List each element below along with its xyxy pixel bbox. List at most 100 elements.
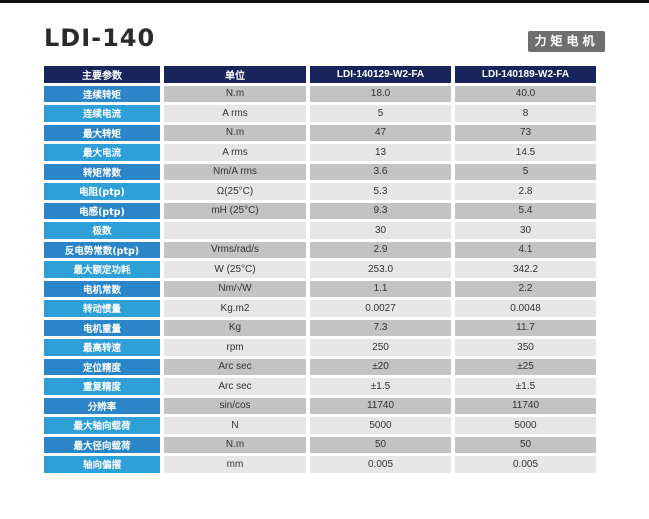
table-row: 重复精度 Arc sec ±1.5 ±1.5 (44, 378, 596, 395)
unit-cell: N.m (164, 85, 306, 102)
value-cell-model-a: 5000 (310, 417, 451, 434)
param-cell: 电机常数 (44, 280, 160, 297)
table-row: 连续转矩 N.m 18.0 40.0 (44, 85, 596, 102)
value-cell-model-a: 5.3 (310, 183, 451, 200)
unit-cell: mm (164, 456, 306, 473)
value-cell-model-a: 253.0 (310, 261, 451, 278)
table-row: 电机重量 Kg 7.3 11.7 (44, 319, 596, 336)
unit-cell: Nm/√W (164, 280, 306, 297)
table-row: 电机常数 Nm/√W 1.1 2.2 (44, 280, 596, 297)
param-cell: 最大径向载荷 (44, 436, 160, 453)
value-cell-model-b: 50 (455, 436, 596, 453)
value-cell-model-a: 0.0027 (310, 300, 451, 317)
value-cell-model-a: 18.0 (310, 85, 451, 102)
unit-cell: sin/cos (164, 397, 306, 414)
value-cell-model-b: 5000 (455, 417, 596, 434)
table-header-row: 主要参数 单位 LDI-140129-W2-FA LDI-140189-W2-F… (44, 66, 596, 83)
table-row: 电感(ptp) mH (25°C) 9.3 5.4 (44, 202, 596, 219)
param-cell: 电感(ptp) (44, 202, 160, 219)
unit-cell (164, 222, 306, 239)
param-cell: 分辨率 (44, 397, 160, 414)
table-row: 最大径向载荷 N.m 50 50 (44, 436, 596, 453)
unit-cell: Ω(25°C) (164, 183, 306, 200)
column-header-param: 主要参数 (44, 66, 160, 83)
param-cell: 转矩常数 (44, 163, 160, 180)
value-cell-model-a: ±1.5 (310, 378, 451, 395)
value-cell-model-a: 50 (310, 436, 451, 453)
param-cell: 转动惯量 (44, 300, 160, 317)
value-cell-model-b: 11.7 (455, 319, 596, 336)
value-cell-model-b: 0.0048 (455, 300, 596, 317)
param-cell: 电阻(ptp) (44, 183, 160, 200)
value-cell-model-a: ±20 (310, 358, 451, 375)
param-cell: 最大额定功耗 (44, 261, 160, 278)
param-cell: 连续转矩 (44, 85, 160, 102)
table-row: 转动惯量 Kg.m2 0.0027 0.0048 (44, 300, 596, 317)
unit-cell: Nm/A rms (164, 163, 306, 180)
unit-cell: rpm (164, 339, 306, 356)
table-row: 连续电流 A rms 5 8 (44, 105, 596, 122)
value-cell-model-a: 5 (310, 105, 451, 122)
unit-cell: N (164, 417, 306, 434)
unit-cell: Vrms/rad/s (164, 241, 306, 258)
unit-cell: Kg (164, 319, 306, 336)
value-cell-model-a: 9.3 (310, 202, 451, 219)
value-cell-model-b: ±1.5 (455, 378, 596, 395)
param-cell: 最高转速 (44, 339, 160, 356)
value-cell-model-b: 5.4 (455, 202, 596, 219)
table-row: 反电势常数(ptp) Vrms/rad/s 2.9 4.1 (44, 241, 596, 258)
param-cell: 轴向偏摆 (44, 456, 160, 473)
value-cell-model-a: 47 (310, 124, 451, 141)
unit-cell: Arc sec (164, 358, 306, 375)
table-row: 最大电流 A rms 13 14.5 (44, 144, 596, 161)
value-cell-model-a: 2.9 (310, 241, 451, 258)
value-cell-model-a: 30 (310, 222, 451, 239)
value-cell-model-b: 14.5 (455, 144, 596, 161)
value-cell-model-b: 2.2 (455, 280, 596, 297)
value-cell-model-b: 350 (455, 339, 596, 356)
value-cell-model-b: 342.2 (455, 261, 596, 278)
unit-cell: W (25°C) (164, 261, 306, 278)
unit-cell: A rms (164, 105, 306, 122)
param-cell: 最大转矩 (44, 124, 160, 141)
param-cell: 电机重量 (44, 319, 160, 336)
table-row: 轴向偏摆 mm 0.005 0.005 (44, 456, 596, 473)
param-cell: 最大电流 (44, 144, 160, 161)
spec-table: 主要参数 单位 LDI-140129-W2-FA LDI-140189-W2-F… (40, 63, 600, 476)
unit-cell: Arc sec (164, 378, 306, 395)
top-rule (0, 0, 649, 3)
value-cell-model-a: 1.1 (310, 280, 451, 297)
param-cell: 最大轴向载荷 (44, 417, 160, 434)
category-badge: 力矩电机 (528, 31, 605, 52)
value-cell-model-b: ±25 (455, 358, 596, 375)
value-cell-model-a: 11740 (310, 397, 451, 414)
table-row: 最大轴向载荷 N 5000 5000 (44, 417, 596, 434)
param-cell: 重复精度 (44, 378, 160, 395)
table-row: 最高转速 rpm 250 350 (44, 339, 596, 356)
unit-cell: A rms (164, 144, 306, 161)
table-row: 分辨率 sin/cos 11740 11740 (44, 397, 596, 414)
value-cell-model-b: 5 (455, 163, 596, 180)
param-cell: 反电势常数(ptp) (44, 241, 160, 258)
param-cell: 定位精度 (44, 358, 160, 375)
page-title: LDI-140 (44, 24, 156, 52)
unit-cell: Kg.m2 (164, 300, 306, 317)
unit-cell: mH (25°C) (164, 202, 306, 219)
table-row: 定位精度 Arc sec ±20 ±25 (44, 358, 596, 375)
value-cell-model-b: 11740 (455, 397, 596, 414)
value-cell-model-b: 40.0 (455, 85, 596, 102)
value-cell-model-b: 2.8 (455, 183, 596, 200)
column-header-model-a: LDI-140129-W2-FA (310, 66, 451, 83)
value-cell-model-a: 13 (310, 144, 451, 161)
table-row: 转矩常数 Nm/A rms 3.6 5 (44, 163, 596, 180)
column-header-unit: 单位 (164, 66, 306, 83)
table-row: 最大转矩 N.m 47 73 (44, 124, 596, 141)
value-cell-model-b: 30 (455, 222, 596, 239)
value-cell-model-a: 3.6 (310, 163, 451, 180)
unit-cell: N.m (164, 436, 306, 453)
table-row: 最大额定功耗 W (25°C) 253.0 342.2 (44, 261, 596, 278)
unit-cell: N.m (164, 124, 306, 141)
value-cell-model-b: 0.005 (455, 456, 596, 473)
param-cell: 连续电流 (44, 105, 160, 122)
value-cell-model-a: 250 (310, 339, 451, 356)
